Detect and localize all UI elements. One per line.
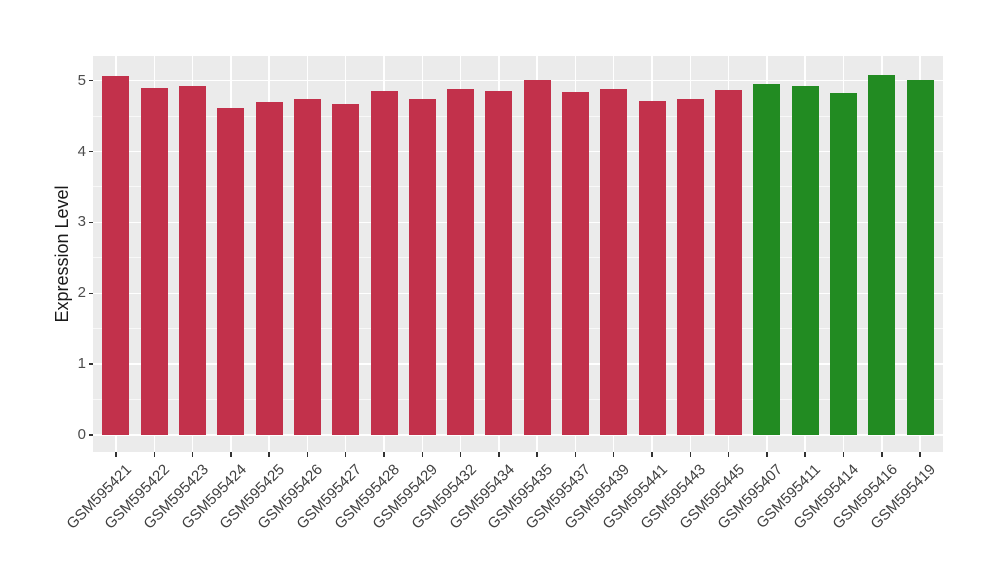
- y-tick-label: 1: [77, 355, 86, 373]
- x-tick-mark: [115, 452, 117, 457]
- gridline-minor-y: [93, 328, 943, 330]
- x-tick-mark: [574, 452, 577, 457]
- y-tick-label: 4: [77, 142, 86, 160]
- y-tick-label: 3: [77, 213, 86, 231]
- x-tick-mark: [881, 452, 883, 457]
- gridline-major-y: [93, 363, 943, 365]
- gridline-minor-y: [93, 257, 943, 259]
- bar-GSM595425: [255, 101, 283, 435]
- x-tick-mark: [421, 452, 424, 457]
- bar-GSM595437: [561, 92, 589, 435]
- bar-GSM595428: [370, 90, 398, 435]
- x-tick-mark: [689, 452, 692, 457]
- bar-GSM595416: [868, 75, 896, 435]
- bar-GSM595441: [638, 101, 666, 435]
- gridline-minor-y: [93, 399, 943, 401]
- x-tick-mark: [536, 452, 538, 457]
- x-tick-mark: [842, 452, 845, 457]
- y-tick-label: 0: [77, 426, 86, 443]
- y-tick-mark: [88, 221, 93, 224]
- bar-GSM595414: [829, 92, 857, 435]
- y-tick-label: 2: [77, 284, 86, 302]
- x-tick-mark: [727, 452, 730, 457]
- x-tick-mark: [268, 452, 270, 457]
- bar-GSM595443: [676, 99, 704, 435]
- y-tick-mark: [88, 79, 93, 82]
- y-tick-label: 5: [77, 71, 86, 89]
- bar-GSM595419: [906, 79, 934, 435]
- gridline-major-y: [93, 292, 943, 295]
- bar-GSM595445: [715, 89, 743, 435]
- y-tick-mark: [88, 292, 93, 295]
- x-tick-mark: [459, 452, 462, 457]
- bar-GSM595424: [217, 107, 245, 435]
- bar-GSM595432: [447, 89, 475, 435]
- bar-GSM595422: [140, 87, 168, 435]
- gridline-minor-y: [93, 115, 943, 117]
- bar-GSM595421: [102, 75, 130, 435]
- bar-GSM595423: [179, 86, 207, 435]
- x-tick-mark: [612, 452, 615, 457]
- x-tick-mark: [766, 452, 768, 457]
- bar-GSM595429: [408, 99, 436, 435]
- x-tick-mark: [498, 452, 500, 457]
- bar-GSM595407: [753, 84, 781, 435]
- x-tick-mark: [153, 452, 155, 457]
- bar-GSM595427: [332, 104, 360, 435]
- bar-GSM595411: [791, 85, 819, 435]
- y-tick-mark: [88, 363, 93, 365]
- x-tick-mark: [230, 452, 232, 457]
- x-tick-mark: [191, 452, 194, 457]
- gridline-major-y: [93, 150, 943, 153]
- bar-GSM595434: [485, 90, 513, 435]
- y-tick-mark: [88, 434, 93, 436]
- y-tick-mark: [88, 150, 93, 153]
- plot-panel: [93, 56, 943, 452]
- x-tick-mark: [344, 452, 347, 457]
- bar-GSM595435: [523, 79, 551, 435]
- bar-GSM595426: [293, 99, 321, 435]
- gridline-major-y: [93, 79, 943, 82]
- gridline-major-y: [93, 434, 943, 436]
- gridline-major-y: [93, 221, 943, 224]
- x-tick-mark: [306, 452, 309, 457]
- y-axis-title: Expression Level: [52, 185, 72, 323]
- x-tick-mark: [804, 452, 806, 457]
- gridline-minor-y: [93, 186, 943, 188]
- bar-GSM595439: [600, 89, 628, 435]
- x-tick-mark: [383, 452, 385, 457]
- x-tick-mark: [919, 452, 921, 457]
- x-tick-mark: [651, 452, 653, 457]
